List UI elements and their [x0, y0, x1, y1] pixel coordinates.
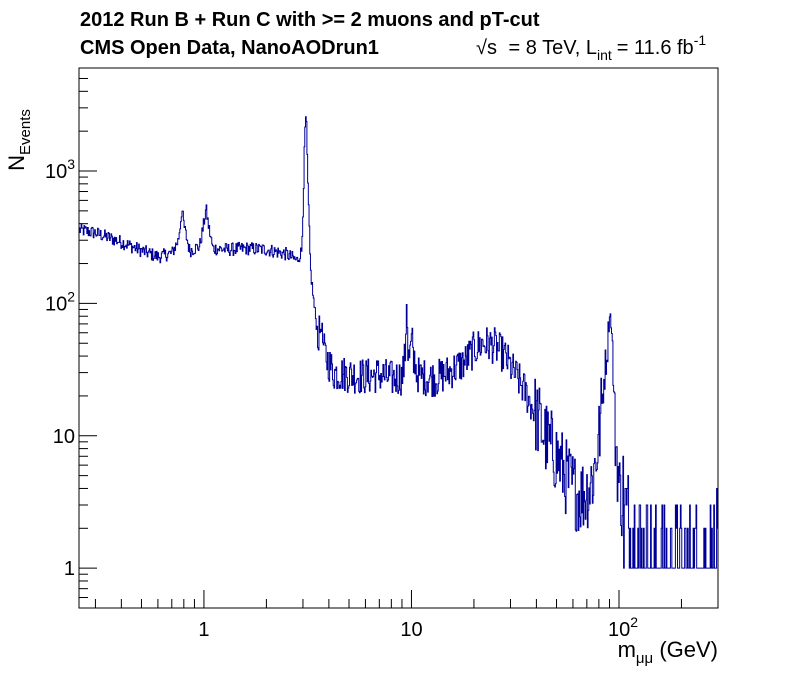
- y-tick-label: 103: [45, 156, 75, 183]
- x-axis-title-suffix: (GeV): [653, 637, 718, 662]
- x-axis-title-base: m: [618, 637, 636, 662]
- energy-text: = 8 TeV, L: [509, 37, 597, 59]
- dimuon-mass-histogram: [79, 116, 718, 569]
- chart-title-line2-left: CMS Open Data, NanoAODrun1: [80, 37, 379, 59]
- lumi-superscript: -1: [694, 32, 707, 48]
- y-tick-label: 1: [64, 558, 75, 580]
- lumi-subscript: int: [597, 47, 612, 63]
- y-axis-title-sub: Events: [17, 109, 34, 155]
- y-tick-label: 10: [53, 426, 75, 448]
- y-tick-label-base: 10: [45, 161, 67, 183]
- y-tick-label-exponent: 2: [67, 288, 75, 304]
- y-axis-title: NEvents: [4, 109, 34, 171]
- x-tick-label-base: 10: [608, 619, 630, 641]
- chart-title-line1: 2012 Run B + Run C with >= 2 muons and p…: [80, 9, 540, 31]
- x-axis-title: mμμ (GeV): [618, 637, 718, 667]
- x-tick-label: 102: [608, 614, 638, 641]
- x-tick-label: 10: [400, 619, 422, 641]
- y-tick-label-exponent: 3: [67, 156, 75, 172]
- x-tick-label-exponent: 2: [630, 614, 638, 630]
- plot-frame: [78, 67, 719, 609]
- x-tick-labels: 1 10 102: [198, 614, 638, 641]
- x-axis-title-sub: μμ: [636, 650, 653, 667]
- y-tick-label: 102: [45, 288, 75, 315]
- sqrt-s-symbol: √s: [476, 37, 497, 59]
- y-tick-label-base: 10: [45, 293, 67, 315]
- y-axis: [79, 67, 97, 609]
- y-axis-title-base: N: [4, 155, 29, 171]
- lumi-text: = 11.6 fb: [617, 37, 694, 59]
- chart-title-line2-right: √s = 8 TeV, Lint = 11.6 fb-1: [476, 32, 706, 63]
- x-tick-label: 1: [198, 619, 209, 641]
- x-axis: [94, 590, 719, 608]
